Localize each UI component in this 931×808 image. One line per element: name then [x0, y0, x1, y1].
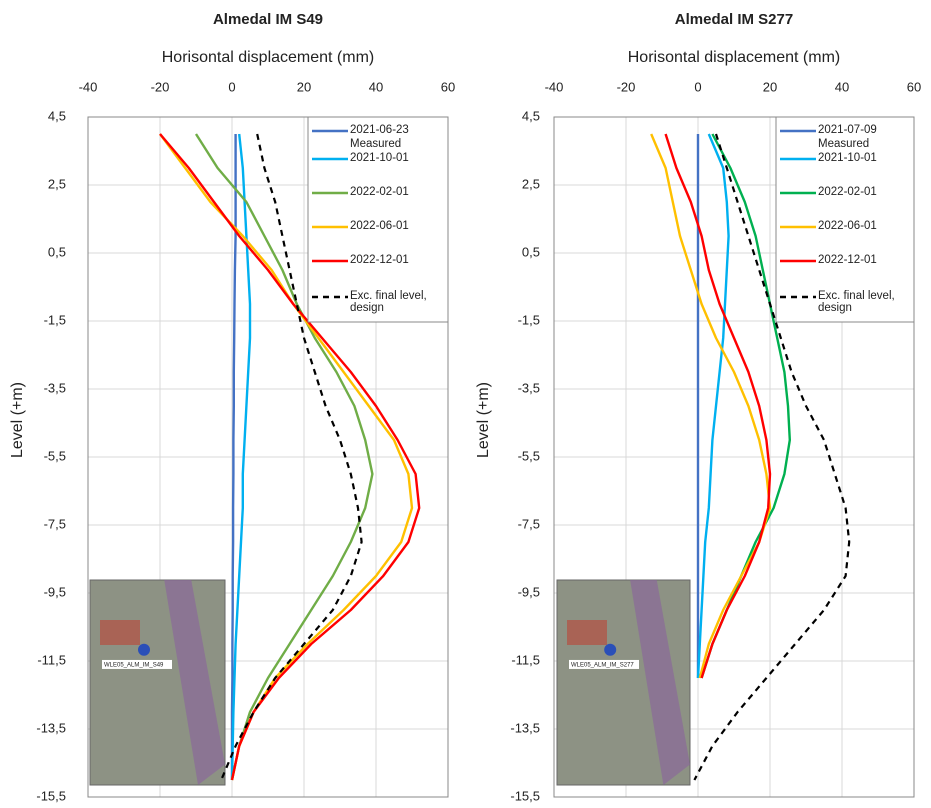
y-tick-label: 4,5	[522, 108, 540, 123]
legend-label: 2022-12-01	[350, 254, 444, 266]
y-tick-label: -3,5	[44, 380, 66, 395]
y-tick-label: -11,5	[511, 652, 540, 667]
x-axis-title: Horisontal displacement (mm)	[628, 49, 841, 66]
chart-title: Almedal IM S277	[675, 11, 793, 28]
legend-label: 2022-06-01	[818, 220, 910, 232]
y-tick-label: -1,5	[44, 312, 66, 327]
legend-label: 2021-06-23	[350, 124, 444, 136]
legend-label: 2022-06-01	[350, 220, 444, 232]
y-tick-label: -13,5	[36, 720, 66, 735]
y-tick-label: -5,5	[44, 448, 66, 463]
y-tick-label: -15,5	[510, 788, 540, 803]
x-tick-label: 40	[835, 79, 849, 94]
x-tick-label: 60	[441, 79, 455, 94]
legend-label: Exc. final level, design	[350, 290, 444, 314]
legend-entry: 2022-02-01	[350, 186, 446, 216]
legend-entry: 2021-10-01	[818, 152, 912, 182]
legend-entry: Exc. final level, design	[350, 290, 446, 320]
legend-entry: 2022-12-01	[818, 254, 912, 284]
x-tick-label: 20	[297, 79, 311, 94]
inset-building	[100, 620, 140, 645]
inset-label: WLE05_ALM_IM_S277	[571, 663, 634, 669]
y-tick-label: -3,5	[518, 380, 540, 395]
y-tick-label: -9,5	[44, 584, 66, 599]
x-tick-label: -20	[151, 79, 170, 94]
y-tick-label: -1,5	[518, 312, 540, 327]
x-tick-label: -20	[617, 79, 636, 94]
legend-label: 2021-07-09	[818, 124, 910, 136]
legend-label: 2022-02-01	[818, 186, 910, 198]
y-tick-label: 0,5	[522, 244, 540, 259]
chart-title: Almedal IM S49	[213, 11, 323, 28]
x-tick-label: -40	[545, 79, 564, 94]
y-tick-label: -15,5	[36, 788, 66, 803]
x-tick-label: 20	[763, 79, 777, 94]
legend-note: Measured	[350, 138, 446, 152]
legend-entry: 2022-02-01	[818, 186, 912, 216]
y-axis-title: Level (+m)	[475, 382, 492, 458]
y-tick-label: 2,5	[522, 176, 540, 191]
series-line	[698, 134, 729, 678]
page: Almedal IM S49 Horisontal displacement (m…	[0, 0, 931, 808]
legend-label: 2022-12-01	[818, 254, 910, 266]
y-tick-label: 0,5	[48, 244, 66, 259]
y-tick-label: -5,5	[518, 448, 540, 463]
legend-entry: 2022-06-01	[818, 220, 912, 250]
legend-label: 2021-10-01	[350, 152, 444, 164]
inset-marker	[138, 644, 150, 656]
legend-label: 2021-10-01	[818, 152, 910, 164]
y-tick-label: -7,5	[44, 516, 66, 531]
x-tick-label: 60	[907, 79, 921, 94]
y-tick-label: 4,5	[48, 108, 66, 123]
legend-note-text: Measured	[350, 138, 446, 150]
legend-entry: Exc. final level, design	[818, 290, 912, 320]
x-tick-label: 40	[369, 79, 383, 94]
legend-entry: 2022-12-01	[350, 254, 446, 284]
legend-note-text: Measured	[818, 138, 912, 150]
y-axis-title: Level (+m)	[9, 382, 26, 458]
y-tick-label: -7,5	[518, 516, 540, 531]
inset-building	[567, 620, 607, 645]
legend-label: Exc. final level, design	[818, 290, 910, 314]
x-tick-label: 0	[228, 79, 235, 94]
x-tick-label: -40	[79, 79, 98, 94]
x-axis-title: Horisontal displacement (mm)	[162, 49, 375, 66]
y-tick-label: -9,5	[518, 584, 540, 599]
y-tick-label: -11,5	[37, 652, 66, 667]
legend-entry: 2022-06-01	[350, 220, 446, 250]
y-tick-label: 2,5	[48, 176, 66, 191]
legend-label: 2022-02-01	[350, 186, 444, 198]
inset-label: WLE05_ALM_IM_S49	[104, 663, 164, 669]
legend-entry: 2021-10-01	[350, 152, 446, 182]
y-tick-label: -13,5	[510, 720, 540, 735]
x-tick-label: 0	[694, 79, 701, 94]
legend-note: Measured	[818, 138, 912, 152]
inset-marker	[604, 644, 616, 656]
